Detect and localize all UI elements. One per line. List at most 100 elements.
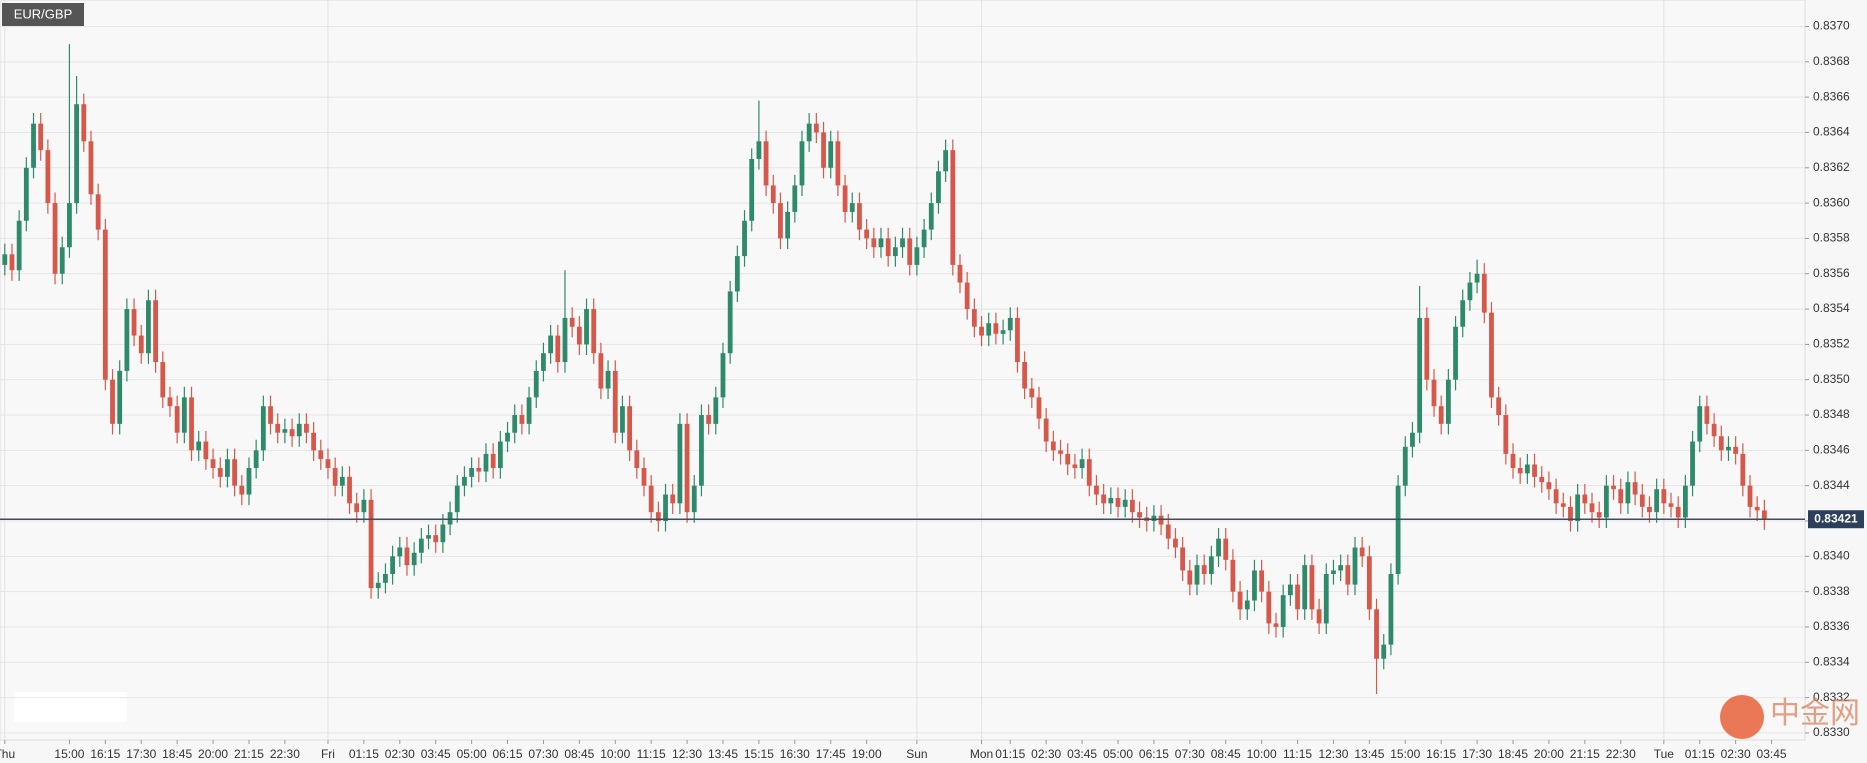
- watermark-logo: [1720, 695, 1764, 739]
- candle-body: [1445, 379, 1451, 424]
- candle-body: [742, 220, 747, 257]
- candle-body: [1043, 418, 1049, 442]
- x-tick-label: 12:30: [1318, 747, 1348, 761]
- y-tick-label: 0.8362: [1813, 160, 1850, 174]
- candle-body: [885, 238, 891, 257]
- candle-body: [1546, 482, 1552, 490]
- candle-body: [641, 468, 647, 486]
- candle-body: [483, 453, 489, 472]
- candle-body: [1050, 441, 1056, 451]
- candle-body: [1259, 570, 1265, 592]
- candle-body: [598, 353, 604, 389]
- x-tick-label: 13:45: [1354, 747, 1384, 761]
- candle-body: [38, 123, 44, 151]
- candle-body: [1244, 600, 1250, 610]
- x-tick-label: 06:15: [1139, 747, 1169, 761]
- candle-body: [361, 499, 367, 513]
- candle-body: [411, 552, 417, 566]
- candle-body: [821, 132, 826, 168]
- candle-body: [828, 141, 834, 168]
- candle-body: [397, 547, 403, 557]
- y-tick-label: 0.8332: [1813, 690, 1850, 704]
- candle-body: [1287, 584, 1293, 596]
- candle-body: [1201, 565, 1207, 574]
- y-tick-label: 0.8334: [1813, 654, 1850, 668]
- x-tick-label: 18:45: [162, 747, 192, 761]
- candle-body: [1323, 573, 1329, 624]
- candle-body: [907, 238, 913, 265]
- candle-body: [260, 406, 266, 451]
- candle-body: [110, 379, 115, 424]
- candle-body: [1747, 485, 1753, 507]
- candle-body: [1467, 282, 1473, 301]
- candle-body: [426, 535, 431, 539]
- candle-body: [81, 104, 87, 142]
- candle-body: [763, 141, 769, 186]
- x-tick-label: 11:15: [637, 747, 666, 761]
- x-tick-label: 05:00: [457, 747, 487, 761]
- candle-body: [418, 538, 424, 553]
- candle-body: [1496, 397, 1502, 416]
- candle-body: [878, 238, 884, 248]
- candle-body: [849, 203, 855, 212]
- candle-body: [1223, 538, 1229, 560]
- candle-body: [375, 582, 381, 589]
- candle-body: [1560, 503, 1566, 507]
- candle-body: [1072, 464, 1078, 469]
- candle-body: [454, 485, 460, 513]
- candle-body: [1510, 453, 1516, 469]
- candle-body: [699, 415, 704, 486]
- candle-body: [684, 423, 690, 513]
- x-tick-label: 03:45: [1757, 747, 1787, 761]
- candle-body: [1180, 547, 1186, 571]
- candle-body: [67, 203, 72, 248]
- candle-body: [1625, 482, 1631, 504]
- candle-body: [347, 476, 352, 504]
- candle-body: [627, 406, 633, 451]
- candle-body: [1733, 446, 1739, 454]
- candle-body: [799, 141, 805, 186]
- x-tick-label: 19:00: [852, 747, 882, 761]
- candle-body: [117, 370, 123, 424]
- candle-body: [756, 141, 762, 159]
- candle-body: [691, 485, 697, 513]
- x-tick-label: 08:45: [564, 747, 594, 761]
- x-tick-label: 10:00: [600, 747, 630, 761]
- candle-body: [1632, 482, 1638, 495]
- candle-body: [1151, 515, 1157, 522]
- candle-body: [964, 282, 970, 310]
- candle-body: [1352, 547, 1358, 585]
- candle-body: [620, 406, 625, 433]
- candle-body: [1489, 312, 1494, 398]
- candle-body: [1302, 565, 1308, 610]
- y-tick-label: 0.8344: [1813, 478, 1850, 492]
- candle-body: [1503, 415, 1509, 454]
- candle-body: [1036, 397, 1042, 419]
- candle-body: [1366, 556, 1372, 610]
- candle-body: [1252, 570, 1257, 601]
- y-tick-label: 0.8364: [1813, 125, 1850, 139]
- candle-body: [1079, 459, 1085, 469]
- candle-body: [1661, 489, 1667, 504]
- x-tick-label: 18:45: [1498, 747, 1528, 761]
- candle-body: [332, 468, 338, 486]
- x-tick-label: 15:00: [54, 747, 84, 761]
- candle-body: [562, 317, 568, 363]
- candle-body: [1137, 512, 1142, 518]
- candle-body: [857, 203, 862, 230]
- candle-body: [1129, 499, 1135, 513]
- candle-body: [526, 397, 532, 424]
- candle-body: [1122, 499, 1128, 507]
- candle-body: [433, 535, 439, 543]
- candle-body: [189, 397, 194, 451]
- chart-title: EUR/GBP: [14, 6, 73, 21]
- candle-body: [1101, 494, 1107, 504]
- candle-body: [1424, 317, 1430, 380]
- x-tick-label: Thu: [0, 747, 15, 761]
- candle-body: [52, 203, 58, 274]
- x-tick-label: 01:15: [349, 747, 379, 761]
- candle-body: [648, 485, 654, 513]
- candle-body: [181, 397, 187, 433]
- x-tick-label: 17:30: [126, 747, 156, 761]
